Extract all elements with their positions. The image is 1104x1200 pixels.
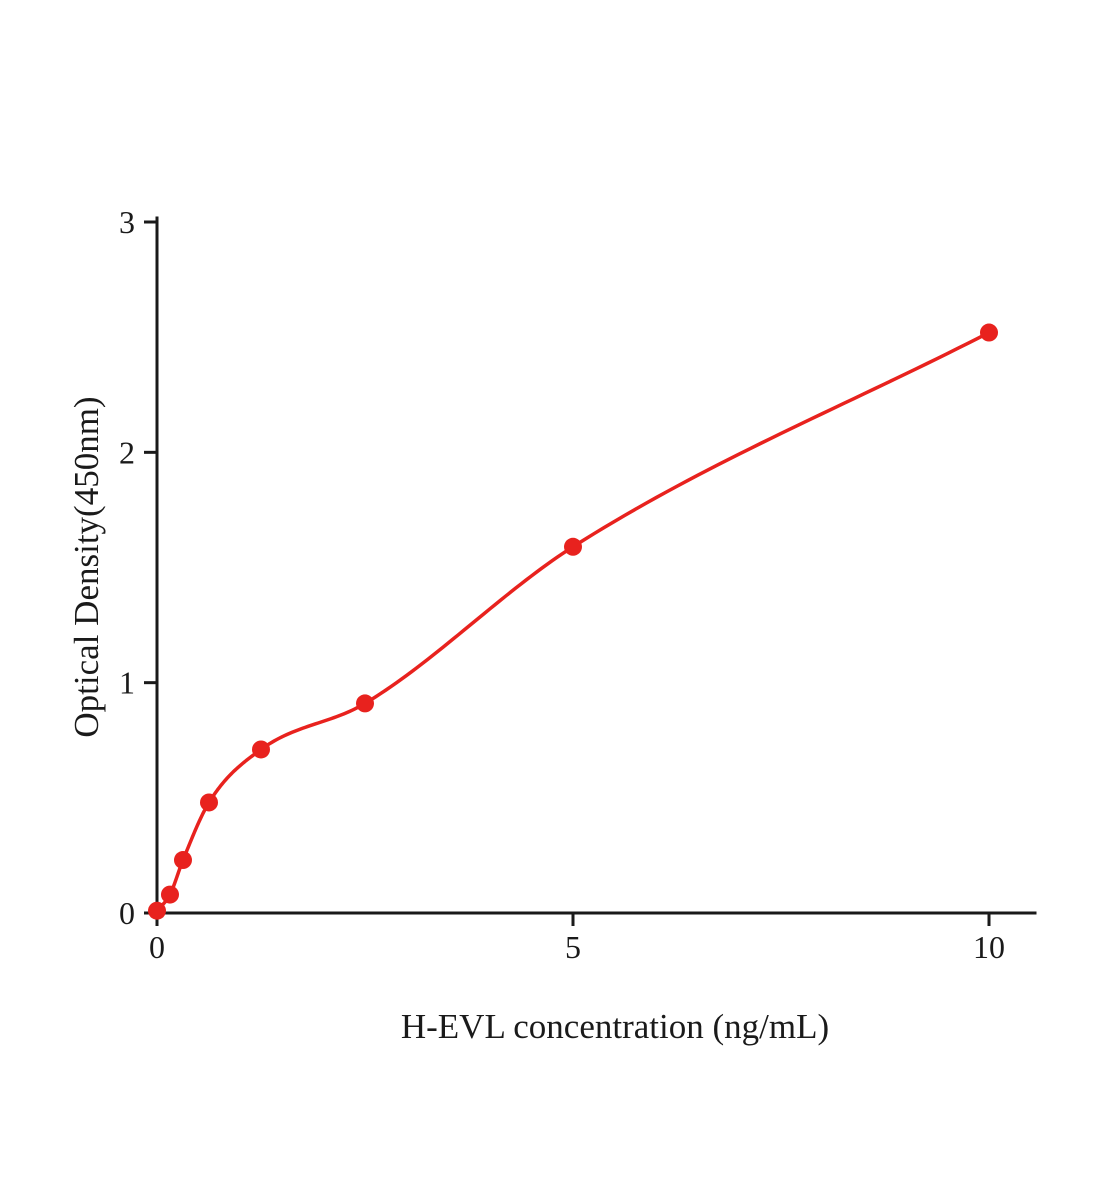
data-point bbox=[160, 885, 179, 904]
data-point bbox=[174, 851, 192, 870]
y-tick-label: 0 bbox=[119, 895, 135, 931]
data-point bbox=[356, 694, 374, 713]
data-point bbox=[564, 537, 582, 556]
y-tick-label: 3 bbox=[119, 204, 135, 240]
x-axis-title: H-EVL concentration (ng/mL) bbox=[401, 1007, 829, 1046]
data-point bbox=[200, 793, 218, 812]
x-tick-label: 10 bbox=[973, 929, 1005, 965]
data-point bbox=[252, 740, 270, 759]
fit-curve bbox=[155, 330, 991, 913]
x-tick-label: 0 bbox=[149, 929, 165, 965]
y-tick-label: 2 bbox=[119, 434, 135, 470]
x-tick-label: 5 bbox=[565, 929, 581, 965]
data-point bbox=[980, 323, 998, 342]
data-point bbox=[148, 901, 166, 920]
y-tick-label: 1 bbox=[119, 665, 135, 701]
y-axis-title: Optical Density(450nm) bbox=[67, 396, 106, 737]
